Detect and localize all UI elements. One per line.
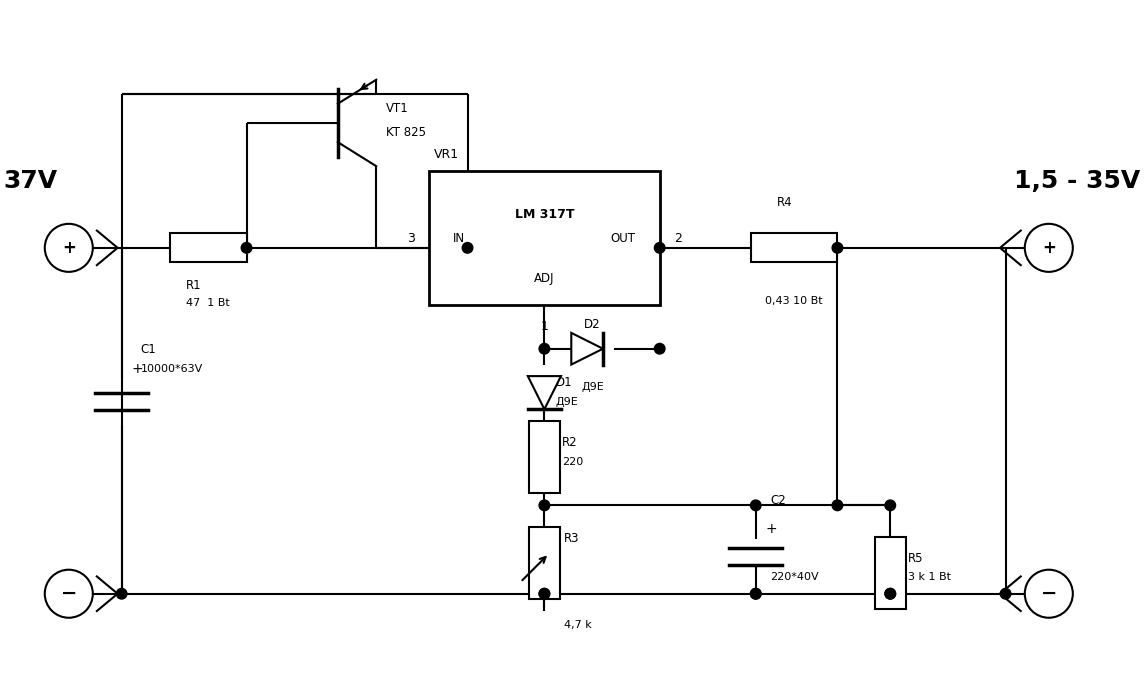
Text: LM 317T: LM 317T bbox=[514, 208, 574, 221]
Text: IN: IN bbox=[453, 232, 465, 245]
Bar bbox=[875, 536, 906, 609]
Text: KT 825: KT 825 bbox=[386, 126, 426, 139]
Text: C1: C1 bbox=[141, 343, 157, 356]
Bar bbox=[529, 527, 560, 599]
Circle shape bbox=[885, 588, 895, 599]
Text: VR1: VR1 bbox=[434, 148, 459, 161]
Circle shape bbox=[539, 500, 550, 511]
Circle shape bbox=[539, 343, 550, 354]
Bar bbox=[169, 233, 246, 262]
Text: OUT: OUT bbox=[610, 232, 635, 245]
Text: 37V: 37V bbox=[3, 168, 57, 193]
Circle shape bbox=[885, 588, 895, 599]
Text: Д9Е: Д9Е bbox=[556, 397, 578, 406]
Text: R4: R4 bbox=[776, 196, 792, 209]
Circle shape bbox=[117, 588, 127, 599]
Circle shape bbox=[832, 243, 843, 253]
Circle shape bbox=[45, 570, 93, 618]
Text: Д9Е: Д9Е bbox=[581, 382, 603, 393]
Text: 3 k 1 Bt: 3 k 1 Bt bbox=[908, 573, 950, 582]
Circle shape bbox=[1025, 224, 1073, 272]
Text: −: − bbox=[1041, 584, 1057, 603]
Text: R5: R5 bbox=[908, 552, 923, 565]
Text: VT1: VT1 bbox=[386, 102, 409, 115]
Text: 47  1 Bt: 47 1 Bt bbox=[187, 298, 230, 308]
Circle shape bbox=[539, 588, 550, 599]
Text: 3: 3 bbox=[406, 232, 414, 245]
Circle shape bbox=[832, 500, 843, 511]
Text: +: + bbox=[765, 523, 777, 536]
Circle shape bbox=[655, 343, 665, 354]
Circle shape bbox=[1025, 570, 1073, 618]
Circle shape bbox=[45, 224, 93, 272]
Text: ADJ: ADJ bbox=[534, 272, 554, 285]
Polygon shape bbox=[528, 376, 561, 409]
Text: 0,43 10 Bt: 0,43 10 Bt bbox=[765, 296, 823, 306]
Text: C2: C2 bbox=[771, 494, 785, 507]
Text: D2: D2 bbox=[584, 319, 601, 332]
Text: 10000*63V: 10000*63V bbox=[141, 364, 203, 374]
Circle shape bbox=[885, 500, 895, 511]
Text: +: + bbox=[132, 362, 143, 376]
Text: R2: R2 bbox=[562, 436, 577, 449]
Text: −: − bbox=[61, 584, 77, 603]
Bar bbox=[529, 421, 560, 493]
Text: 1: 1 bbox=[540, 320, 548, 333]
Text: R3: R3 bbox=[563, 532, 579, 545]
Circle shape bbox=[242, 243, 252, 253]
Text: 220*40V: 220*40V bbox=[771, 573, 819, 582]
Text: 4,7 k: 4,7 k bbox=[563, 620, 591, 631]
Circle shape bbox=[1001, 588, 1011, 599]
Text: D1: D1 bbox=[556, 376, 572, 389]
Text: 1,5 - 35V: 1,5 - 35V bbox=[1014, 168, 1140, 193]
Text: +: + bbox=[1042, 239, 1056, 257]
Circle shape bbox=[539, 588, 550, 599]
Bar bbox=[429, 171, 660, 306]
Circle shape bbox=[463, 243, 473, 253]
Circle shape bbox=[750, 588, 761, 599]
Circle shape bbox=[750, 500, 761, 511]
Polygon shape bbox=[571, 333, 603, 365]
Text: 2: 2 bbox=[674, 232, 682, 245]
Text: R1: R1 bbox=[185, 278, 202, 291]
Bar bbox=[751, 233, 837, 262]
Text: +: + bbox=[62, 239, 76, 257]
Text: 220: 220 bbox=[562, 457, 583, 467]
Circle shape bbox=[750, 588, 761, 599]
Circle shape bbox=[655, 243, 665, 253]
